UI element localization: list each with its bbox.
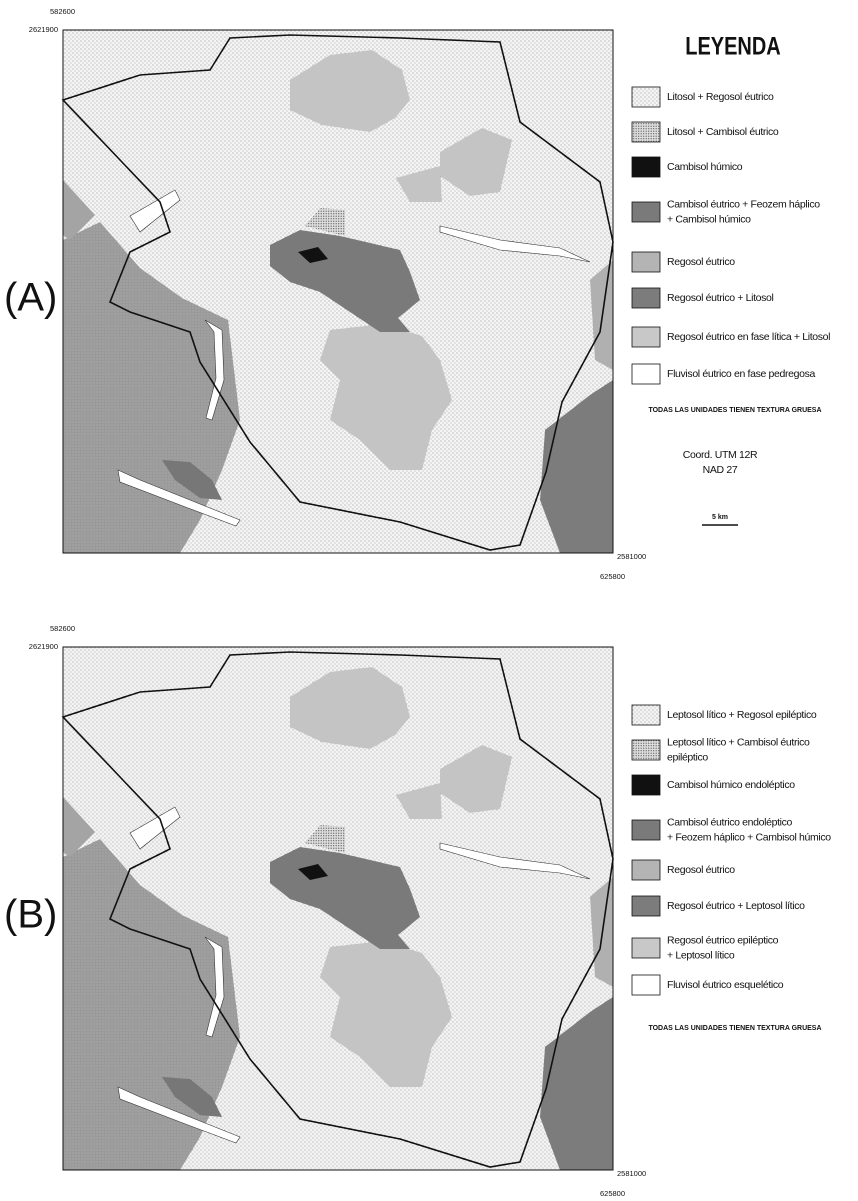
legend-swatch [631, 895, 661, 917]
legend-label: Cambisol húmico [667, 161, 743, 173]
coord-label: 2621900 [29, 25, 58, 34]
legend-label: Regosol éutrico + Leptosol lítico [667, 900, 805, 912]
map-a [62, 29, 614, 554]
legend-label: Leptosol lítico + Cambisol éutrico [667, 736, 810, 748]
panel: (A) 582600 2621900 2581000 625800 LEYENDA Lito… [4, 7, 831, 581]
legend-label: Regosol éutrico + Litosol [667, 292, 774, 304]
legend-swatch [631, 774, 661, 796]
projection-label: NAD 27 [703, 464, 738, 476]
legend-swatch [631, 326, 661, 348]
legend-label: + Cambisol húmico [667, 213, 751, 225]
legend-swatch [631, 251, 661, 273]
legend-swatch [631, 974, 661, 996]
legend-label: Litosol + Regosol éutrico [667, 91, 774, 103]
legend-swatch [631, 937, 661, 959]
legend-swatch [631, 287, 661, 309]
panel-label: (A) [4, 276, 57, 320]
legend-swatch [631, 121, 661, 143]
legend-label: Regosol éutrico [667, 256, 735, 268]
projection-label: Coord. UTM 12R [683, 449, 758, 461]
coord-label: 2581000 [617, 1169, 646, 1178]
map-b [62, 646, 614, 1171]
legend-title: LEYENDA [685, 33, 781, 61]
legend-label: Cambisol éutrico + Feozem háplico [667, 198, 820, 210]
legend-swatch [631, 156, 661, 178]
legend-note: TODAS LAS UNIDADES TIENEN TEXTURA GRUESA [648, 407, 821, 414]
coord-label: 582600 [50, 624, 75, 633]
legend-label: Cambisol éutrico endoléptico [667, 816, 793, 828]
scale-label: 5 km [712, 514, 728, 521]
legend-swatch [631, 704, 661, 726]
panel-label: (B) [4, 893, 57, 937]
legend-label: epiléptico [667, 751, 708, 763]
coord-label: 625800 [600, 572, 625, 581]
legend-label: Regosol éutrico epiléptico [667, 934, 779, 946]
legend-swatch [631, 363, 661, 385]
legend-swatch [631, 859, 661, 881]
coord-label: 582600 [50, 7, 75, 16]
legend-label: Regosol éutrico en fase lítica + Litosol [667, 331, 830, 343]
legend-swatch [631, 739, 661, 761]
legend-swatch [631, 201, 661, 223]
legend-label: Cambisol húmico endoléptico [667, 779, 795, 791]
coord-label: 2581000 [617, 552, 646, 561]
legend-label: Fluvisol éutrico esquelético [667, 979, 784, 991]
panel: (B) 582600 2621900 2581000 625800 Leptosol lí… [4, 624, 832, 1198]
legend-label: Leptosol lítico + Regosol epiléptico [667, 709, 817, 721]
legend-note: TODAS LAS UNIDADES TIENEN TEXTURA GRUESA [648, 1025, 821, 1032]
coord-label: 625800 [600, 1189, 625, 1198]
legend-label: Fluvisol éutrico en fase pedregosa [667, 368, 816, 380]
legend-label: Regosol éutrico [667, 864, 735, 876]
legend-label: Litosol + Cambisol éutrico [667, 126, 779, 138]
legend-swatch [631, 819, 661, 841]
legend-label: + Leptosol lítico [667, 949, 735, 961]
legend-label: + Feozem háplico + Cambisol húmico [667, 831, 831, 843]
coord-label: 2621900 [29, 642, 58, 651]
legend-swatch [631, 86, 661, 108]
